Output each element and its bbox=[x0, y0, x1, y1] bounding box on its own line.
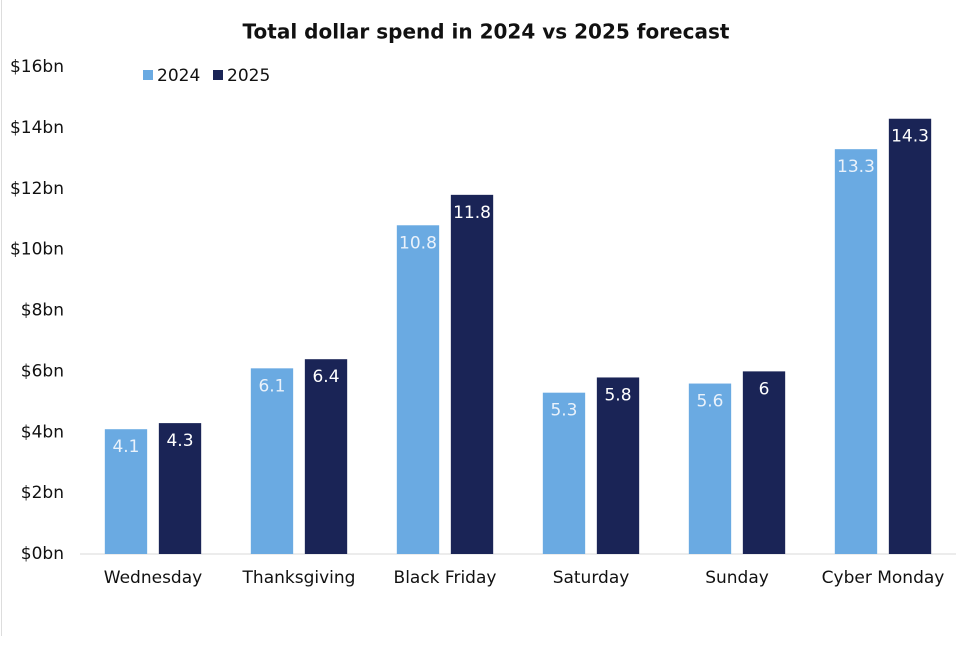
bar bbox=[888, 118, 932, 555]
bar bbox=[396, 225, 440, 554]
y-tick-label: $6bn bbox=[21, 361, 64, 381]
x-tick-label: Cyber Monday bbox=[822, 568, 945, 588]
bar bbox=[104, 429, 148, 554]
legend-swatch bbox=[143, 70, 153, 80]
y-tick-label: $8bn bbox=[21, 301, 64, 321]
bar bbox=[742, 371, 786, 554]
y-tick-label: $2bn bbox=[21, 483, 64, 503]
data-label: 11.8 bbox=[453, 203, 491, 223]
bar bbox=[450, 194, 494, 554]
data-label: 6.1 bbox=[258, 376, 285, 396]
x-tick-label: Thanksgiving bbox=[242, 568, 356, 588]
legend-label: 2024 bbox=[157, 66, 200, 86]
bar bbox=[304, 359, 348, 554]
data-label: 5.3 bbox=[550, 401, 577, 421]
data-label: 5.6 bbox=[696, 392, 723, 412]
y-tick-label: $0bn bbox=[21, 544, 64, 564]
data-label: 10.8 bbox=[399, 233, 437, 253]
data-label: 4.1 bbox=[112, 437, 139, 457]
x-tick-label: Sunday bbox=[705, 568, 769, 588]
data-label: 14.3 bbox=[891, 127, 929, 147]
y-tick-label: $14bn bbox=[10, 118, 64, 138]
bar bbox=[688, 383, 732, 554]
legend-swatch bbox=[213, 70, 223, 80]
bar bbox=[834, 149, 878, 554]
data-label: 6 bbox=[759, 379, 770, 399]
bar bbox=[250, 368, 294, 554]
y-tick-label: $4bn bbox=[21, 422, 64, 442]
x-tick-label: Wednesday bbox=[104, 568, 202, 588]
chart-title: Total dollar spend in 2024 vs 2025 forec… bbox=[243, 20, 730, 44]
y-tick-label: $16bn bbox=[10, 57, 64, 77]
data-label: 4.3 bbox=[166, 431, 193, 451]
data-label: 5.8 bbox=[604, 385, 631, 405]
legend-label: 2025 bbox=[227, 66, 270, 86]
x-tick-label: Saturday bbox=[553, 568, 630, 588]
data-label: 13.3 bbox=[837, 157, 875, 177]
y-tick-label: $12bn bbox=[10, 179, 64, 199]
x-tick-label: Black Friday bbox=[394, 568, 497, 588]
bar bbox=[542, 392, 586, 554]
bar bbox=[158, 423, 202, 554]
bar bbox=[596, 377, 640, 554]
data-label: 6.4 bbox=[312, 367, 339, 387]
y-tick-label: $10bn bbox=[10, 240, 64, 260]
